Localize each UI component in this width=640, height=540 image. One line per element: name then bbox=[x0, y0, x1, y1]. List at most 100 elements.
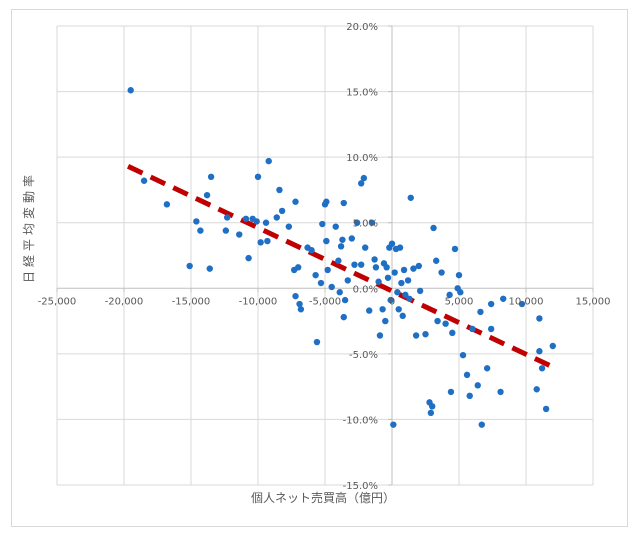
data-point bbox=[223, 214, 231, 221]
data-point bbox=[340, 313, 347, 321]
data-point bbox=[197, 227, 204, 234]
data-point bbox=[394, 289, 401, 296]
data-point bbox=[518, 300, 526, 308]
data-point bbox=[193, 218, 200, 225]
data-point bbox=[357, 180, 365, 187]
data-point bbox=[451, 245, 459, 253]
data-point bbox=[457, 289, 464, 296]
data-point bbox=[536, 348, 543, 355]
data-point bbox=[207, 173, 215, 181]
data-point bbox=[186, 262, 193, 270]
data-point bbox=[273, 214, 280, 221]
trendline-group bbox=[126, 164, 552, 368]
data-point bbox=[469, 325, 476, 333]
data-point bbox=[323, 198, 330, 205]
x-tick-label: 5,000 bbox=[445, 296, 474, 307]
data-point bbox=[483, 365, 491, 372]
data-point bbox=[395, 306, 402, 313]
data-point bbox=[446, 291, 453, 299]
data-point bbox=[344, 277, 351, 284]
y-axis-title: 日経平均変動率 bbox=[21, 171, 36, 283]
data-point bbox=[407, 194, 414, 201]
data-point bbox=[308, 247, 315, 254]
data-point bbox=[391, 269, 398, 276]
data-point bbox=[313, 338, 321, 346]
data-point bbox=[497, 388, 504, 396]
data-point bbox=[383, 264, 390, 271]
y-tick-label: 0.0% bbox=[353, 284, 378, 295]
data-point bbox=[429, 403, 436, 410]
data-point bbox=[433, 257, 440, 264]
data-point bbox=[466, 392, 473, 400]
data-point bbox=[339, 236, 346, 243]
data-point bbox=[351, 261, 358, 268]
data-point bbox=[257, 239, 264, 246]
data-point bbox=[296, 300, 303, 308]
data-point bbox=[341, 296, 349, 304]
data-point bbox=[459, 351, 467, 359]
y-tick-labels: -15.0% -10.0% -5.0% 0.0% 5.0% 10.0% 15.0% 20.0% bbox=[343, 22, 378, 492]
data-point bbox=[387, 296, 394, 304]
data-point bbox=[384, 274, 392, 281]
x-tick-label: -10,000 bbox=[239, 296, 278, 307]
x-tick-label: -15,000 bbox=[172, 296, 211, 307]
data-point bbox=[262, 219, 270, 226]
data-point bbox=[402, 291, 409, 299]
x-tick-label: -25,000 bbox=[38, 296, 77, 307]
data-point bbox=[487, 300, 495, 308]
data-point bbox=[312, 271, 319, 279]
y-tick-label: -15.0% bbox=[343, 481, 378, 492]
y-tick-label: 15.0% bbox=[346, 88, 378, 99]
data-point bbox=[245, 254, 252, 262]
data-point bbox=[297, 306, 305, 313]
data-point bbox=[278, 207, 286, 215]
y-tick-label: -5.0% bbox=[349, 350, 378, 361]
data-point bbox=[203, 191, 211, 199]
data-point bbox=[332, 223, 339, 230]
data-point bbox=[398, 279, 405, 287]
data-point bbox=[412, 332, 420, 339]
x-tick-label: 10,000 bbox=[509, 296, 544, 307]
x-tick-label: 15,000 bbox=[576, 296, 611, 307]
data-point bbox=[319, 220, 326, 228]
x-tick-label: -5,000 bbox=[309, 296, 341, 307]
data-point bbox=[335, 257, 342, 264]
data-point bbox=[127, 87, 134, 94]
data-point bbox=[549, 342, 556, 350]
data-point bbox=[368, 219, 376, 226]
data-point bbox=[353, 219, 361, 226]
data-point bbox=[376, 332, 384, 339]
data-point bbox=[140, 177, 148, 184]
data-point bbox=[375, 278, 382, 285]
data-point bbox=[416, 287, 424, 295]
data-point bbox=[382, 317, 389, 325]
data-point bbox=[324, 266, 331, 274]
data-point bbox=[379, 306, 386, 313]
data-point bbox=[396, 244, 404, 251]
gridlines bbox=[56, 25, 594, 486]
data-point bbox=[292, 198, 299, 205]
data-point bbox=[478, 421, 485, 428]
data-point bbox=[500, 295, 507, 302]
x-tick-label: 0 bbox=[389, 296, 395, 307]
data-point bbox=[447, 388, 455, 396]
data-point bbox=[438, 269, 445, 276]
data-point bbox=[442, 320, 449, 327]
data-point bbox=[336, 289, 343, 296]
data-point bbox=[242, 215, 250, 222]
y-tick-label: 10.0% bbox=[346, 153, 378, 164]
y-tick-label: -10.0% bbox=[343, 415, 378, 426]
data-point bbox=[236, 231, 243, 238]
data-point bbox=[337, 243, 345, 250]
data-point bbox=[477, 308, 484, 316]
data-point bbox=[536, 315, 543, 322]
data-point bbox=[390, 421, 397, 428]
data-point bbox=[487, 325, 495, 333]
data-point bbox=[538, 365, 546, 372]
data-point bbox=[427, 409, 435, 417]
data-point bbox=[357, 261, 365, 268]
data-point bbox=[360, 174, 368, 182]
data-point bbox=[533, 386, 540, 393]
data-point bbox=[340, 199, 347, 207]
data-point bbox=[404, 277, 412, 284]
